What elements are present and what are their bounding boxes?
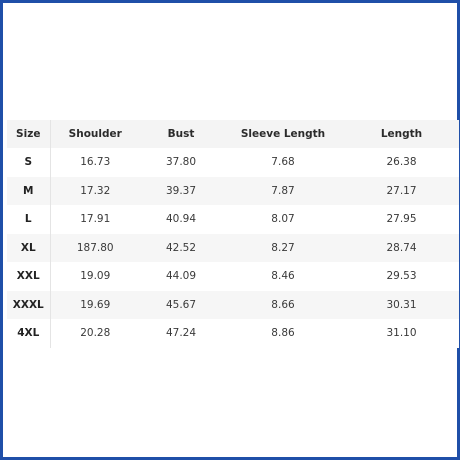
table-row: L 17.91 40.94 8.07 27.95 — [7, 205, 459, 234]
shoulder-cell: 17.91 — [50, 205, 140, 234]
table-row: M 17.32 39.37 7.87 27.17 — [7, 176, 459, 205]
column-header-shoulder: Shoulder — [50, 120, 140, 148]
size-cell: M — [7, 176, 51, 205]
length-cell: 29.53 — [344, 262, 459, 291]
size-cell: XXL — [7, 262, 51, 291]
bust-cell: 40.94 — [140, 205, 222, 234]
shoulder-cell: 20.28 — [50, 319, 140, 348]
size-cell: 4XL — [7, 319, 51, 348]
column-header-bust: Bust — [140, 120, 222, 148]
bust-cell: 45.67 — [140, 290, 222, 319]
shoulder-cell: 16.73 — [50, 148, 140, 177]
column-header-length: Length — [344, 120, 459, 148]
sleeve-length-cell: 8.66 — [222, 290, 344, 319]
size-cell: XXXL — [7, 290, 51, 319]
table-row: 4XL 20.28 47.24 8.86 31.10 — [7, 319, 459, 348]
table-row: XXXL 19.69 45.67 8.66 30.31 — [7, 290, 459, 319]
sleeve-length-cell: 8.46 — [222, 262, 344, 291]
sleeve-length-cell: 7.68 — [222, 148, 344, 177]
bust-cell: 37.80 — [140, 148, 222, 177]
sleeve-length-cell: 8.07 — [222, 205, 344, 234]
size-cell: XL — [7, 233, 51, 262]
sleeve-length-cell: 8.86 — [222, 319, 344, 348]
column-header-size: Size — [7, 120, 51, 148]
length-cell: 27.17 — [344, 176, 459, 205]
table-row: S 16.73 37.80 7.68 26.38 — [7, 148, 459, 177]
sleeve-length-cell: 7.87 — [222, 176, 344, 205]
table-header-row: Size Shoulder Bust Sleeve Length Length — [7, 120, 459, 148]
length-cell: 30.31 — [344, 290, 459, 319]
size-cell: S — [7, 148, 51, 177]
size-chart-table: Size Shoulder Bust Sleeve Length Length … — [7, 120, 460, 348]
length-cell: 31.10 — [344, 319, 459, 348]
size-cell: L — [7, 205, 51, 234]
column-header-sleeve-length: Sleeve Length — [222, 120, 344, 148]
bust-cell: 44.09 — [140, 262, 222, 291]
table-row: XXL 19.09 44.09 8.46 29.53 — [7, 262, 459, 291]
sleeve-length-cell: 8.27 — [222, 233, 344, 262]
bust-cell: 47.24 — [140, 319, 222, 348]
length-cell: 26.38 — [344, 148, 459, 177]
length-cell: 28.74 — [344, 233, 459, 262]
table-row: XL 187.80 42.52 8.27 28.74 — [7, 233, 459, 262]
bust-cell: 42.52 — [140, 233, 222, 262]
shoulder-cell: 19.69 — [50, 290, 140, 319]
bust-cell: 39.37 — [140, 176, 222, 205]
shoulder-cell: 17.32 — [50, 176, 140, 205]
shoulder-cell: 19.09 — [50, 262, 140, 291]
length-cell: 27.95 — [344, 205, 459, 234]
shoulder-cell: 187.80 — [50, 233, 140, 262]
